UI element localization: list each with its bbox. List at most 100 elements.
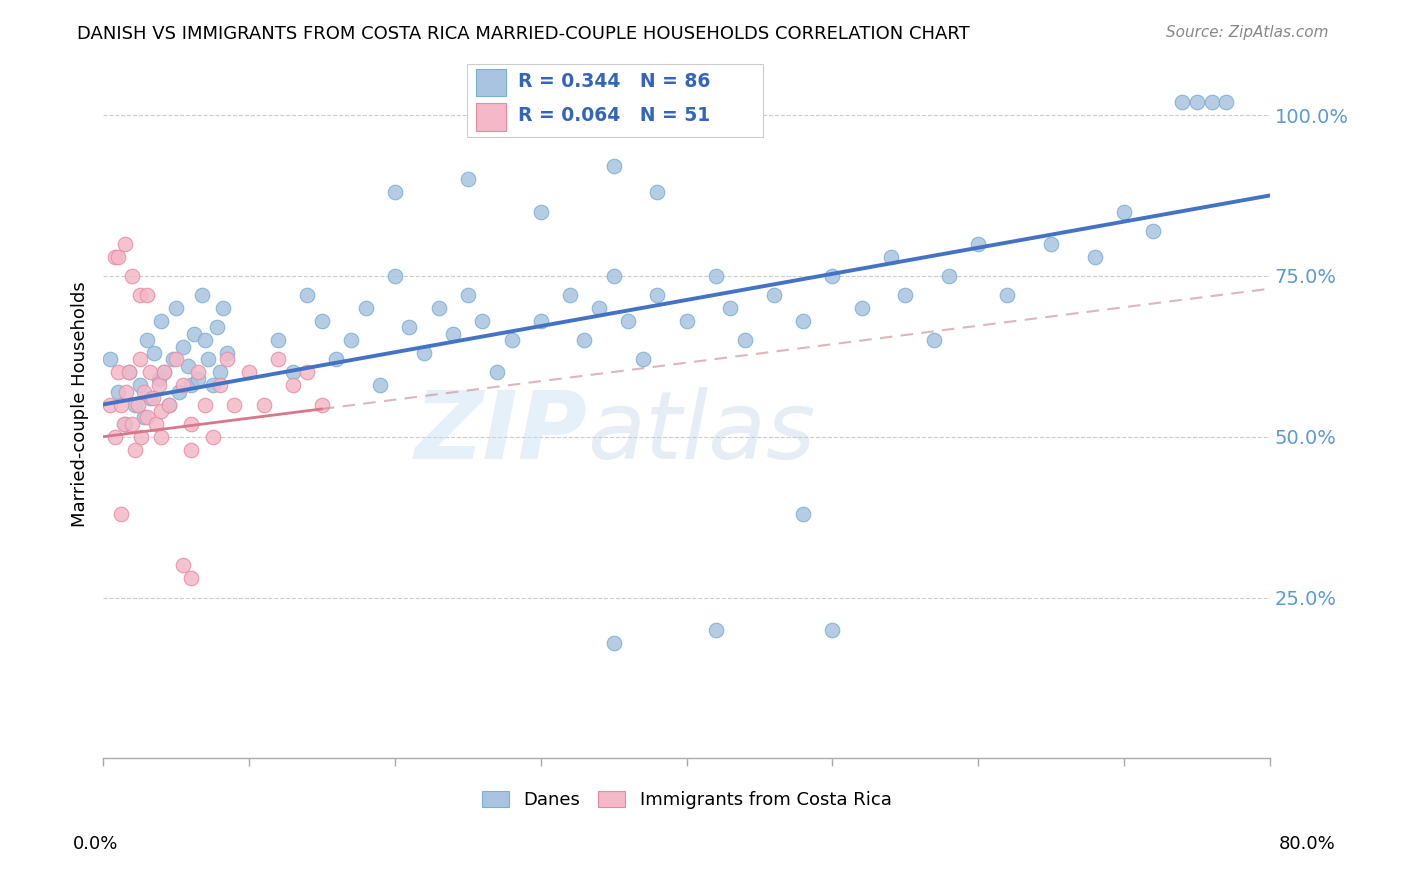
Point <box>267 352 290 367</box>
Point <box>354 301 377 315</box>
Point <box>139 365 162 379</box>
Text: DANISH VS IMMIGRANTS FROM COSTA RICA MARRIED-COUPLE HOUSEHOLDS CORRELATION CHART: DANISH VS IMMIGRANTS FROM COSTA RICA MAR… <box>77 25 970 43</box>
Point <box>107 365 129 379</box>
Point <box>311 314 333 328</box>
Point <box>191 288 214 302</box>
Point <box>118 365 141 379</box>
Point <box>112 417 135 431</box>
Point <box>208 365 231 379</box>
Point <box>631 352 654 367</box>
Point <box>821 623 844 637</box>
Point <box>501 333 523 347</box>
Point <box>100 352 122 367</box>
Point <box>150 404 173 418</box>
Point <box>165 301 187 315</box>
Point <box>967 236 990 251</box>
Point <box>602 635 624 649</box>
Point <box>398 320 420 334</box>
Point <box>165 352 187 367</box>
Point <box>427 301 450 315</box>
Point <box>211 301 233 315</box>
Point <box>150 430 173 444</box>
Point <box>894 288 917 302</box>
Point <box>217 352 239 367</box>
Text: 80.0%: 80.0% <box>1279 835 1336 853</box>
Point <box>675 314 697 328</box>
Point <box>194 397 217 411</box>
Point <box>413 346 436 360</box>
Point <box>224 397 246 411</box>
Text: atlas: atlas <box>588 387 815 478</box>
Point <box>1185 95 1208 110</box>
Point <box>1215 95 1237 110</box>
Point <box>118 365 141 379</box>
Point <box>281 378 304 392</box>
Point <box>1114 204 1136 219</box>
Point <box>187 365 209 379</box>
Point <box>267 333 290 347</box>
Point <box>821 268 844 283</box>
Point <box>135 288 157 302</box>
Point <box>208 378 231 392</box>
Point <box>297 288 319 302</box>
Point <box>132 410 155 425</box>
Point <box>880 250 903 264</box>
Point <box>167 384 190 399</box>
Point <box>124 397 146 411</box>
Point <box>851 301 873 315</box>
Point <box>104 430 127 444</box>
Point <box>153 365 176 379</box>
Point <box>602 268 624 283</box>
Bar <box>477 103 506 130</box>
Point <box>281 365 304 379</box>
Point <box>157 397 180 411</box>
Point <box>180 571 202 585</box>
Point <box>1171 95 1194 110</box>
Point <box>238 365 260 379</box>
Point <box>124 442 146 457</box>
Y-axis label: Married-couple Households: Married-couple Households <box>72 282 89 527</box>
Point <box>153 365 176 379</box>
Point <box>135 410 157 425</box>
Point <box>148 378 170 392</box>
Point <box>588 301 610 315</box>
Point <box>121 268 143 283</box>
Point <box>718 301 741 315</box>
Point <box>471 314 494 328</box>
Text: R = 0.064   N = 51: R = 0.064 N = 51 <box>519 106 710 126</box>
Point <box>205 320 228 334</box>
Point <box>121 417 143 431</box>
Point <box>128 378 150 392</box>
Point <box>252 397 274 411</box>
Point <box>938 268 960 283</box>
Point <box>924 333 946 347</box>
Point <box>997 288 1019 302</box>
Point <box>107 384 129 399</box>
Point <box>139 391 162 405</box>
Point <box>325 352 347 367</box>
Point <box>384 185 406 199</box>
Point <box>457 288 479 302</box>
Text: 0.0%: 0.0% <box>73 835 118 853</box>
Point <box>530 204 553 219</box>
Point <box>734 333 756 347</box>
Point <box>177 359 200 373</box>
Point <box>114 417 136 431</box>
Point <box>647 185 669 199</box>
Text: Source: ZipAtlas.com: Source: ZipAtlas.com <box>1166 25 1329 40</box>
Point <box>129 430 152 444</box>
Point <box>172 558 194 573</box>
Point <box>574 333 596 347</box>
Text: ZIP: ZIP <box>415 387 588 479</box>
Point <box>107 250 129 264</box>
Point <box>115 384 138 399</box>
Text: R = 0.344   N = 86: R = 0.344 N = 86 <box>519 72 711 91</box>
Point <box>602 160 624 174</box>
Point <box>1201 95 1223 110</box>
Point <box>183 326 205 341</box>
Point <box>100 397 122 411</box>
Point <box>647 288 669 302</box>
Point <box>142 391 165 405</box>
Point <box>148 372 170 386</box>
Point <box>180 378 202 392</box>
